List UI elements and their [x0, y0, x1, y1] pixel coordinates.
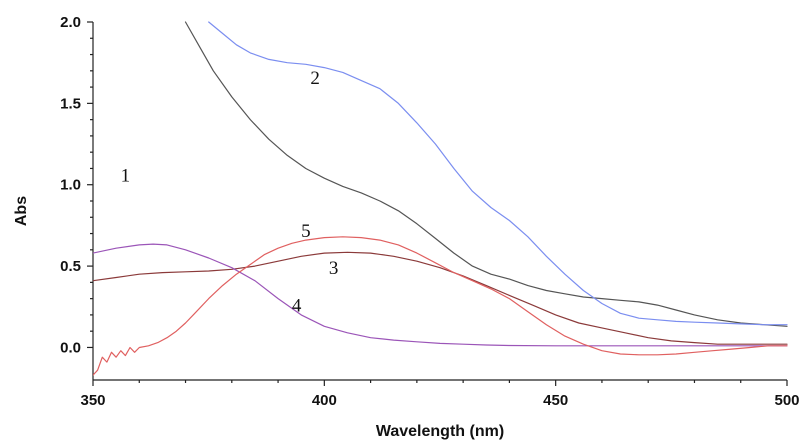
x-tick-label: 450: [543, 392, 568, 409]
series-4-label: 4: [292, 296, 302, 317]
series-group: [93, 21, 788, 376]
series-2-label: 2: [310, 68, 320, 89]
y-axis-title: Abs: [13, 196, 30, 226]
y-tick-label: 1.5: [60, 95, 81, 112]
x-axis-title: Wavelength (nm): [376, 423, 504, 440]
y-tick-label: 0.0: [60, 339, 81, 356]
y-tick-label: 0.5: [60, 258, 81, 275]
series-3-label: 3: [329, 258, 339, 279]
series-5-label: 5: [301, 221, 311, 242]
y-tick-label: 2.0: [60, 14, 81, 31]
series-3-line: [93, 251, 788, 345]
y-tick-label: 1.0: [60, 177, 81, 194]
series-4-line: [93, 243, 788, 347]
x-tick-label: 350: [80, 392, 105, 409]
x-tick-label: 400: [312, 392, 337, 409]
x-tick-label: 500: [774, 392, 799, 409]
series-1-label: 1: [121, 165, 131, 186]
series-2-line: [208, 21, 788, 326]
series-labels-group: 1 2 3 4 5: [121, 68, 339, 317]
series-1-line: [184, 21, 788, 327]
series-5-line: [93, 236, 788, 376]
axes-group: 350 400 450 500 0.0 0.5 1.0 1.5 2.0: [60, 14, 799, 409]
